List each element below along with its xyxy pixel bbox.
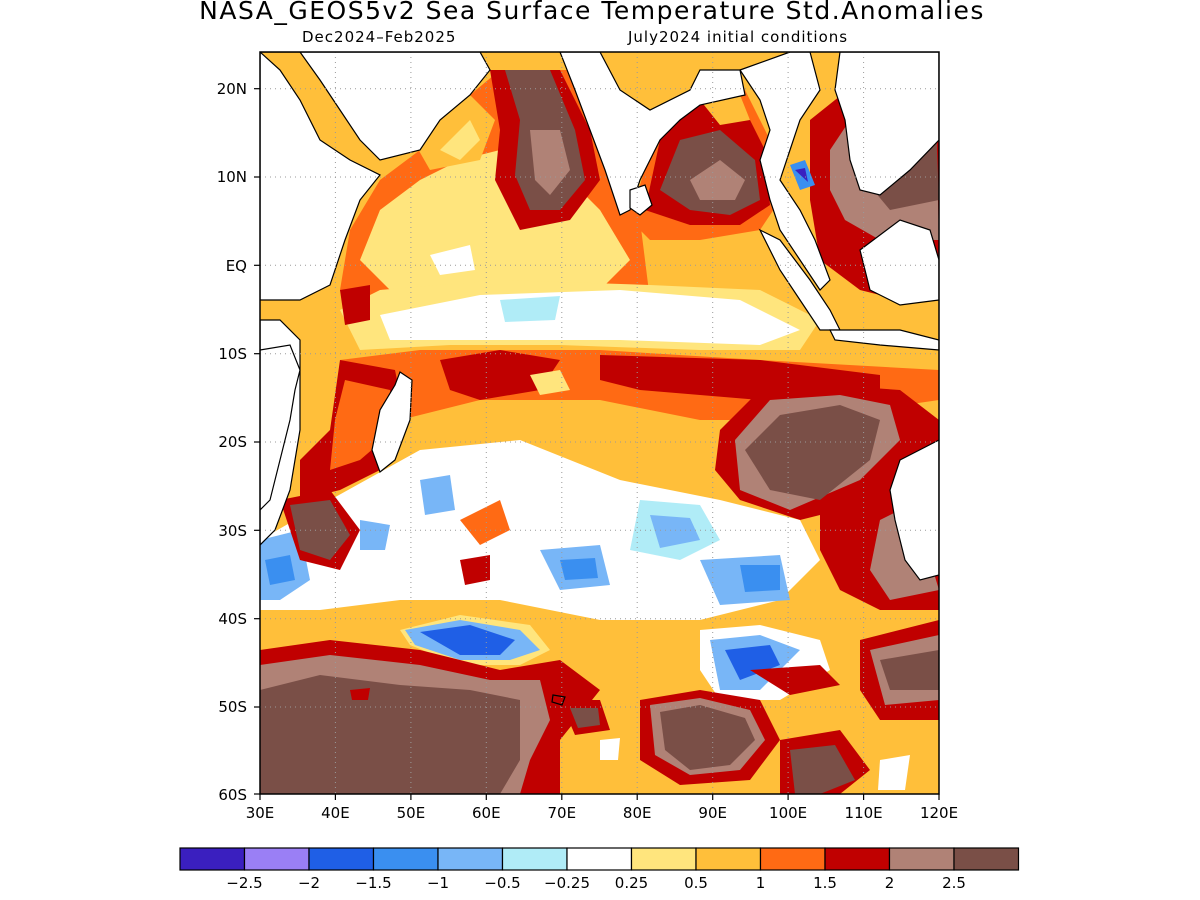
colorbar-label: −1: [427, 874, 449, 892]
lat-label: 10S: [218, 345, 247, 363]
colorbar-swatch: [695, 847, 762, 871]
colorbar-swatch: [759, 847, 826, 871]
colorbar: −2.5 −2 −1.5 −1 −0.5 −0.25 0.25 0.5 1 1.5 2 2.5: [179, 847, 1020, 892]
anomaly-field: [260, 52, 939, 794]
lon-labels: 30E 40E 50E 60E 70E 80E 90E 100E 110E 12…: [246, 804, 958, 822]
tick-marks: [254, 88, 940, 800]
coastlines: [260, 52, 939, 706]
lon-label: 120E: [920, 804, 958, 822]
lon-label: 80E: [623, 804, 652, 822]
lon-label: 40E: [321, 804, 350, 822]
lat-label: 40S: [218, 610, 247, 628]
lat-label: 60S: [218, 786, 247, 804]
lat-label: 10N: [217, 168, 247, 186]
colorbar-label: −2: [298, 874, 320, 892]
forecast-period: Dec2024–Feb2025: [302, 28, 457, 46]
colorbar-label: 0.25: [615, 874, 648, 892]
colorbar-label: 1: [756, 874, 766, 892]
colorbar-label: −2.5: [226, 874, 262, 892]
lon-label: 110E: [845, 804, 883, 822]
colorbar-swatch: [308, 847, 375, 871]
colorbar-label: 2.5: [942, 874, 966, 892]
colorbar-swatch: [630, 847, 697, 871]
colorbar-label: 0.5: [684, 874, 708, 892]
colorbar-swatch: [888, 847, 955, 871]
colorbar-swatch: [243, 847, 310, 871]
lon-label: 30E: [246, 804, 275, 822]
lon-label: 60E: [472, 804, 501, 822]
colorbar-swatch: [953, 847, 1020, 871]
colorbar-swatch: [372, 847, 439, 871]
lat-label: 20S: [218, 433, 247, 451]
lat-label: EQ: [226, 257, 247, 275]
map-frame: [259, 51, 940, 795]
colorbar-swatch: [824, 847, 891, 871]
grid: [260, 52, 939, 794]
lat-labels: 20N 10N EQ 10S 20S 30S 40S 50S 60S: [217, 80, 247, 804]
lon-label: 100E: [769, 804, 807, 822]
colorbar-swatch: [437, 847, 504, 871]
colorbar-swatch: [179, 847, 246, 871]
colorbar-label: −0.5: [484, 874, 520, 892]
lat-label: 50S: [218, 698, 247, 716]
lon-label: 70E: [548, 804, 577, 822]
lat-label: 20N: [217, 80, 247, 98]
lon-label: 90E: [698, 804, 727, 822]
initial-conditions: July2024 initial conditions: [628, 28, 849, 46]
lon-label: 50E: [397, 804, 426, 822]
lat-label: 30S: [218, 522, 247, 540]
colorbar-label: −0.25: [544, 874, 590, 892]
colorbar-label: 1.5: [813, 874, 837, 892]
chart-title: NASA_GEOS5v2 Sea Surface Temperature Std…: [199, 0, 985, 25]
colorbar-label: 2: [885, 874, 895, 892]
colorbar-label: −1.5: [355, 874, 391, 892]
colorbar-swatch: [501, 847, 568, 871]
colorbar-swatch: [566, 847, 633, 871]
